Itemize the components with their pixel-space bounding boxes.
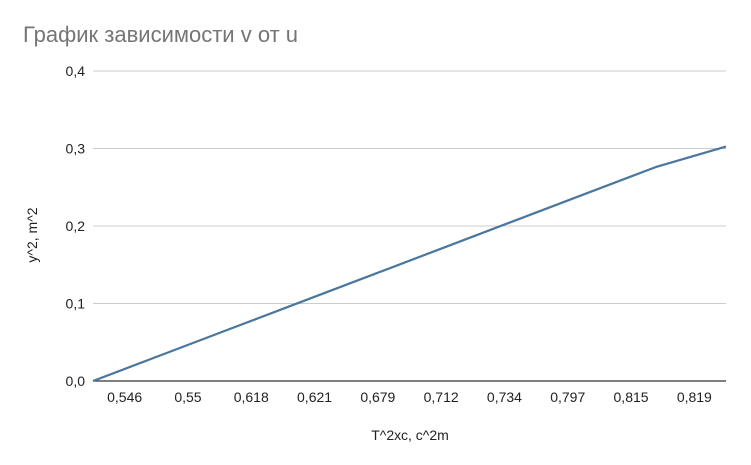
x-tick-label: 0,734 (487, 389, 522, 405)
x-tick-label: 0,712 (424, 389, 459, 405)
x-axis-label: T^2хс, с^2m (371, 427, 449, 443)
x-tick-label: 0,55 (174, 389, 201, 405)
y-tick-label: 0,4 (66, 63, 86, 79)
chart-title: График зависимости v от u (23, 22, 298, 47)
y-tick-label: 0,3 (66, 141, 86, 157)
y-tick-label: 0,2 (66, 218, 86, 234)
x-tick-label: 0,819 (677, 389, 712, 405)
y-axis-label: y^2, m^2 (24, 207, 40, 262)
x-tick-label: 0,679 (360, 389, 395, 405)
x-tick-label: 0,797 (550, 389, 585, 405)
x-tick-label: 0,618 (234, 389, 269, 405)
y-tick-label: 0,0 (66, 373, 86, 389)
series-line (92, 145, 727, 383)
x-tick-label: 0,621 (297, 389, 332, 405)
y-tick-labels: 0,0 0,1 0,2 0,3 0,4 (66, 63, 86, 389)
x-tick-label: 0,546 (107, 389, 142, 405)
grid-layer (93, 70, 726, 382)
series-layer (92, 145, 727, 383)
x-tick-labels: 0,546 0,55 0,618 0,621 0,679 0,712 0,734 0,797 0… (107, 389, 712, 405)
x-tick-label: 0,815 (614, 389, 649, 405)
y-tick-label: 0,1 (66, 296, 86, 312)
